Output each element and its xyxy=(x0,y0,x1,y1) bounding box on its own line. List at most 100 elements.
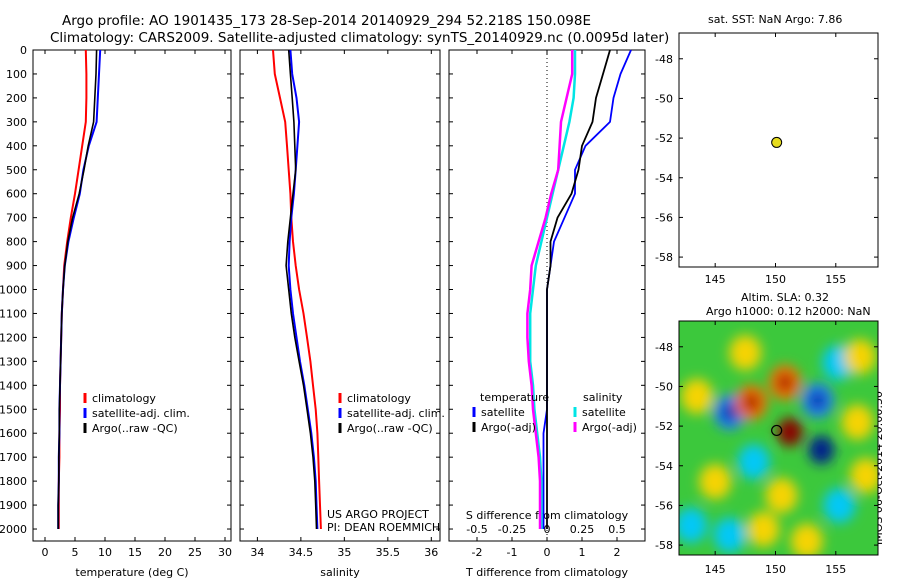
heatmap-cell-core xyxy=(814,441,829,458)
temperature-series-2 xyxy=(57,49,98,529)
temperature-x-tick-label: 20 xyxy=(158,546,172,559)
sdiff-legend-label: satellite xyxy=(582,406,626,419)
sla-y-tick-label: -54 xyxy=(655,460,673,473)
sla-panel-title: Altim. SLA: 0.32 xyxy=(741,291,830,304)
heatmap-cell xyxy=(679,507,708,543)
depth-y-tick-label: 1900 xyxy=(0,499,27,512)
depth-y-tick-label: 700 xyxy=(6,212,27,225)
temperature-legend-label: satellite-adj. clim. xyxy=(92,407,190,420)
temperature-legend-label: climatology xyxy=(92,392,156,405)
difference-series-3 xyxy=(526,50,574,529)
float-location-marker xyxy=(771,136,783,148)
salinity-series-2 xyxy=(285,49,318,530)
depth-y-tick-label: 1200 xyxy=(0,331,27,344)
heatmap-cell xyxy=(747,511,780,547)
depth-y-tick-label: 1600 xyxy=(0,427,27,440)
depth-y-tick-label: 200 xyxy=(6,92,27,105)
salinity-series-1 xyxy=(287,49,319,530)
heatmap-cell xyxy=(841,404,874,440)
sst-y-tick-label: -52 xyxy=(655,132,673,145)
temperature-x-tick-label: 5 xyxy=(72,546,79,559)
pi-label: PI: DEAN ROEMMICH xyxy=(327,521,440,534)
salinity-series-0 xyxy=(272,49,322,530)
depth-y-tick-label: 1800 xyxy=(0,475,27,488)
depth-y-tick-label: 1000 xyxy=(0,284,27,297)
sla-panel-subtitle: Argo h1000: 0.12 h2000: NaN xyxy=(706,305,871,318)
heatmap-cell xyxy=(849,458,878,494)
tdiff-legend-label: Argo(-adj) xyxy=(481,421,536,434)
salinity-legend-label: climatology xyxy=(347,392,411,405)
sla-x-tick-label: 145 xyxy=(705,563,726,576)
heatmap-cell xyxy=(790,523,823,555)
salinity-legend-label: Argo(..raw -QC) xyxy=(347,422,433,435)
depth-y-tick-label: 1700 xyxy=(0,451,27,464)
salinity-plot-frame xyxy=(239,49,441,542)
sdiff-x-tick-label: -0.5 xyxy=(466,523,487,536)
heatmap-cell xyxy=(843,339,876,375)
salinity-x-tick-label: 35 xyxy=(337,546,351,559)
sst-x-tick-label: 150 xyxy=(765,273,786,286)
heatmap-cell-core xyxy=(744,394,759,411)
difference-series-1 xyxy=(546,49,611,529)
temperature-x-axis-label: temperature (deg C) xyxy=(75,566,188,579)
heatmap-cell-core xyxy=(722,404,737,421)
temperature-x-tick-label: 10 xyxy=(98,546,112,559)
depth-y-tick-label: 100 xyxy=(6,68,27,81)
depth-y-tick-label: 1100 xyxy=(0,307,27,320)
salinity-x-axis-label: salinity xyxy=(320,566,360,579)
salinity-x-tick-label: 36 xyxy=(424,546,438,559)
sdiff-x-tick-label: 0.25 xyxy=(570,523,595,536)
page-title: Argo profile: AO 1901435_173 28-Sep-2014… xyxy=(62,13,591,29)
heatmap-cell xyxy=(765,477,798,514)
difference-series-2 xyxy=(528,50,577,529)
salinity-x-tick-label: 34 xyxy=(250,546,264,559)
sla-y-tick-label: -58 xyxy=(655,539,673,552)
sdiff-legend-label: Argo(-adj) xyxy=(582,421,637,434)
tdiff-x-tick-label: -1 xyxy=(507,546,518,559)
temperature-legend-label: Argo(..raw -QC) xyxy=(92,422,178,435)
page-subtitle: Climatology: CARS2009. Satellite-adjuste… xyxy=(50,30,670,46)
depth-y-tick-label: 500 xyxy=(6,164,27,177)
heatmap-cell xyxy=(713,517,746,553)
heatmap-cell xyxy=(729,335,762,371)
depth-y-tick-label: 2000 xyxy=(0,523,27,536)
sst-y-tick-label: -54 xyxy=(655,172,673,185)
salinity-x-tick-label: 35.5 xyxy=(376,546,401,559)
salinity-legend-label: satellite-adj. clim. xyxy=(347,407,445,420)
depth-y-tick-label: 400 xyxy=(6,140,27,153)
sdiff-x-tick-label: 0 xyxy=(544,523,551,536)
sla-map-frame xyxy=(678,320,879,556)
heatmap-cell xyxy=(823,487,856,524)
temperature-x-tick-label: 30 xyxy=(218,546,232,559)
tdiff-x-tick-label: 0 xyxy=(544,546,551,559)
salinity-x-tick-label: 34.5 xyxy=(289,546,314,559)
tdiff-x-axis-label: T difference from climatology xyxy=(465,566,628,579)
temperature-x-tick-label: 0 xyxy=(42,546,49,559)
sdiff-x-tick-label: -0.25 xyxy=(498,523,526,536)
sst-x-tick-label: 145 xyxy=(705,273,726,286)
depth-y-tick-label: 300 xyxy=(6,116,27,129)
float-location-marker xyxy=(771,424,783,437)
tdiff-x-tick-label: 2 xyxy=(614,546,621,559)
tdiff-x-tick-label: 1 xyxy=(579,546,586,559)
sst-y-tick-label: -50 xyxy=(655,92,673,105)
legend-group-salinity: salinity xyxy=(583,391,623,404)
depth-y-tick-label: 1300 xyxy=(0,355,27,368)
sst-y-tick-label: -56 xyxy=(655,211,673,224)
temperature-plot-frame xyxy=(32,49,232,542)
sst-y-tick-label: -58 xyxy=(655,251,673,264)
sst-map-frame xyxy=(678,32,879,268)
sla-heatmap xyxy=(679,321,878,555)
heatmap-cell-core xyxy=(810,392,825,409)
depth-y-tick-label: 800 xyxy=(6,236,27,249)
depth-y-tick-label: 1400 xyxy=(0,379,27,392)
depth-y-tick-label: 600 xyxy=(6,188,27,201)
heatmap-cell xyxy=(699,464,732,500)
sst-panel-title: sat. SST: NaN Argo: 7.86 xyxy=(708,13,843,26)
heatmap-blobs xyxy=(679,335,878,555)
sla-y-tick-label: -52 xyxy=(655,420,673,433)
sla-y-tick-label: -50 xyxy=(655,380,673,393)
depth-y-tick-label: 0 xyxy=(20,44,27,57)
difference-series-0 xyxy=(542,49,632,529)
